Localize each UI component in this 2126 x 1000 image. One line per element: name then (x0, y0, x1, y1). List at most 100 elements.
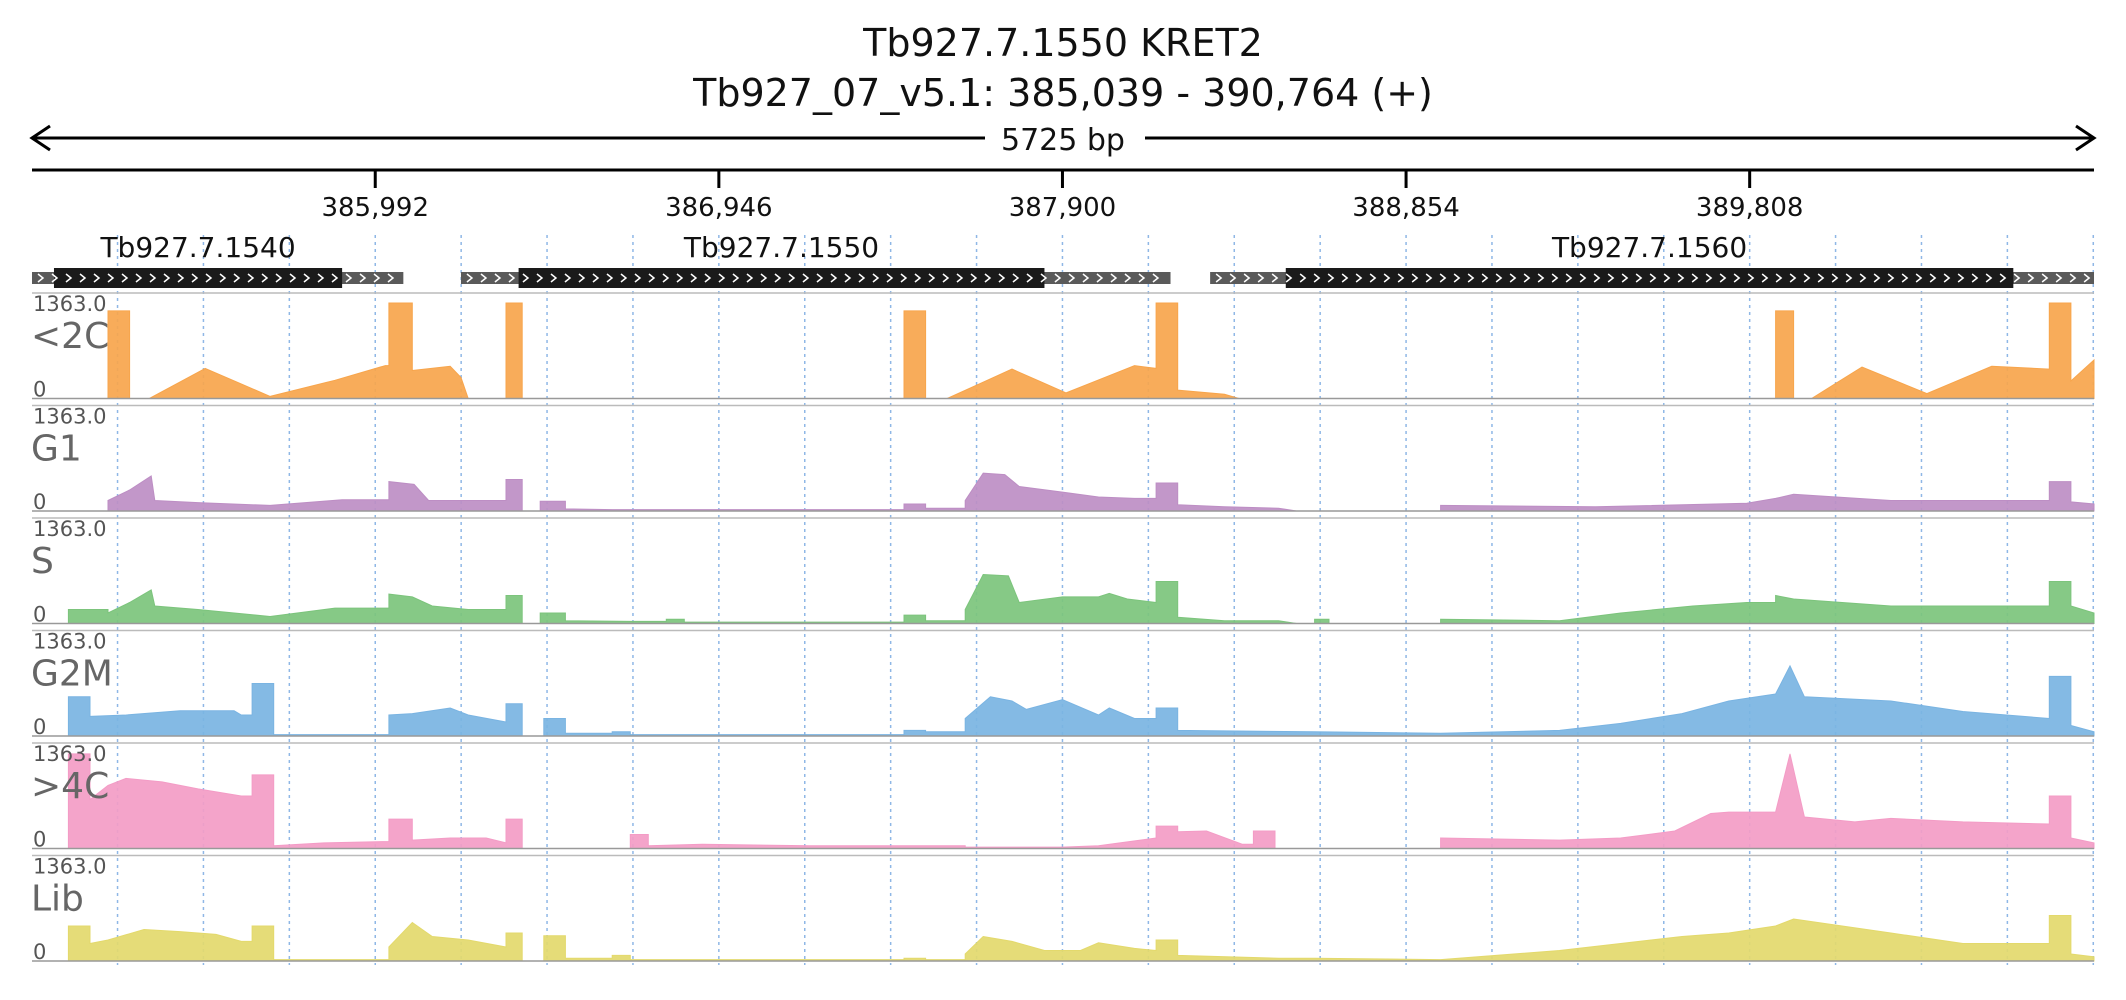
strand-arrow-icon (1509, 273, 1517, 283)
strand-arrow-icon (1761, 273, 1769, 283)
strand-arrow-icon (1012, 273, 1020, 283)
strand-arrow-icon (2027, 273, 2035, 283)
coverage-area (32, 915, 2095, 962)
chart-subtitle: Tb927_07_v5.1: 385,039 - 390,764 (+) (693, 71, 1433, 115)
strand-arrow-icon (1803, 273, 1811, 283)
strand-arrow-icon (760, 273, 768, 283)
strand-arrow-icon (1649, 273, 1657, 283)
strand-arrow-icon (620, 273, 628, 283)
track-ymin-label: 0 (33, 940, 46, 964)
strand-arrow-icon (1285, 273, 1293, 283)
x-axis: 385,992 386,946 387,900 388,854 389,808 (32, 168, 2094, 223)
track: 1363.0 0 G1 (31, 405, 2095, 514)
strand-arrow-icon (1355, 273, 1363, 283)
strand-arrow-icon (135, 273, 143, 283)
span-arrow-left-icon (29, 124, 51, 152)
strand-arrow-icon (1593, 273, 1601, 283)
strand-arrow-icon (65, 273, 73, 283)
strand-arrow-icon (1439, 273, 1447, 283)
strand-arrow-icon (872, 273, 880, 283)
strand-arrow-icon (564, 273, 572, 283)
strand-arrow-icon (317, 273, 325, 283)
strand-arrow-icon (480, 273, 488, 283)
strand-arrow-icon (1635, 273, 1643, 283)
gene-label: Tb927.7.1560 (1551, 231, 1747, 264)
strand-arrow-icon (1873, 273, 1881, 283)
track-ymax-label: 1363.0 (33, 630, 106, 654)
strand-arrow-icon (1040, 273, 1048, 283)
strand-arrow-icon (1985, 273, 1993, 283)
x-tick-label: 388,854 (1352, 193, 1460, 223)
track-name-label: G2M (31, 654, 113, 695)
strand-arrow-icon (1397, 273, 1405, 283)
strand-arrow-icon (690, 273, 698, 283)
strand-arrow-icon (662, 273, 670, 283)
strand-arrow-icon (858, 273, 866, 283)
strand-arrow-icon (1383, 273, 1391, 283)
track-name-label: S (31, 541, 54, 582)
strand-arrow-icon (1747, 273, 1755, 283)
strand-arrow-icon (788, 273, 796, 283)
strand-arrow-icon (79, 273, 87, 283)
strand-arrow-icon (550, 273, 558, 283)
strand-arrow-icon (1537, 273, 1545, 283)
strand-arrow-icon (704, 273, 712, 283)
gene-label: Tb927.7.1540 (99, 231, 295, 264)
gene-track: Tb927.7.1540 Tb927.7.1550 Tb927.7.1560 (32, 231, 2094, 288)
strand-arrow-icon (247, 273, 255, 283)
strand-arrow-icon (37, 273, 45, 283)
strand-arrow-icon (121, 273, 129, 283)
strand-arrow-icon (1313, 273, 1321, 283)
strand-arrow-icon (1327, 273, 1335, 283)
strand-arrow-icon (1215, 273, 1223, 283)
strand-arrow-icon (648, 273, 656, 283)
strand-arrow-icon (2041, 273, 2049, 283)
span-label: 5725 bp (1001, 123, 1125, 158)
strand-arrow-icon (1467, 273, 1475, 283)
strand-arrow-icon (1257, 273, 1265, 283)
strand-arrow-icon (1719, 273, 1727, 283)
strand-arrow-icon (387, 273, 395, 283)
strand-arrow-icon (844, 273, 852, 283)
span-arrow-right-icon (2075, 124, 2097, 152)
strand-arrow-icon (508, 273, 516, 283)
strand-arrow-icon (2055, 273, 2063, 283)
track: 1363.0 0 <2C (31, 292, 2095, 402)
strand-arrow-icon (1096, 273, 1104, 283)
strand-arrow-icon (303, 273, 311, 283)
strand-arrow-icon (2083, 273, 2091, 283)
strand-arrow-icon (522, 273, 530, 283)
strand-arrow-icon (1733, 273, 1741, 283)
strand-arrow-icon (1579, 273, 1587, 283)
strand-arrow-icon (1341, 273, 1349, 283)
strand-arrow-icon (1887, 273, 1895, 283)
track-ymin-label: 0 (33, 603, 46, 627)
strand-arrow-icon (1817, 273, 1825, 283)
coverage-tracks: 1363.00<2C1363.00G11363.00S1363.00G2M136… (31, 292, 2095, 964)
track: 1363.0 0 >4C (31, 742, 2095, 852)
x-tick-label: 385,992 (321, 193, 429, 223)
strand-arrow-icon (774, 273, 782, 283)
strand-arrow-icon (1271, 273, 1279, 283)
strand-arrow-icon (746, 273, 754, 283)
strand-arrow-icon (275, 273, 283, 283)
strand-arrow-icon (1054, 273, 1062, 283)
strand-arrow-icon (1677, 273, 1685, 283)
strand-arrow-icon (536, 273, 544, 283)
track: 1363.0 0 S (31, 517, 2095, 627)
track-name-label: Lib (31, 879, 84, 920)
strand-arrow-icon (942, 273, 950, 283)
track-ymin-label: 0 (33, 378, 46, 402)
strand-arrow-icon (191, 273, 199, 283)
strand-arrow-icon (1775, 273, 1783, 283)
track-name-label: G1 (31, 429, 82, 470)
gene-cds (1285, 268, 2014, 288)
span-indicator: 5725 bp (29, 123, 2097, 158)
strand-arrow-icon (1369, 273, 1377, 283)
strand-arrow-icon (1243, 273, 1251, 283)
strand-arrow-icon (1971, 273, 1979, 283)
strand-arrow-icon (998, 273, 1006, 283)
strand-arrow-icon (1299, 273, 1307, 283)
strand-arrow-icon (373, 273, 381, 283)
